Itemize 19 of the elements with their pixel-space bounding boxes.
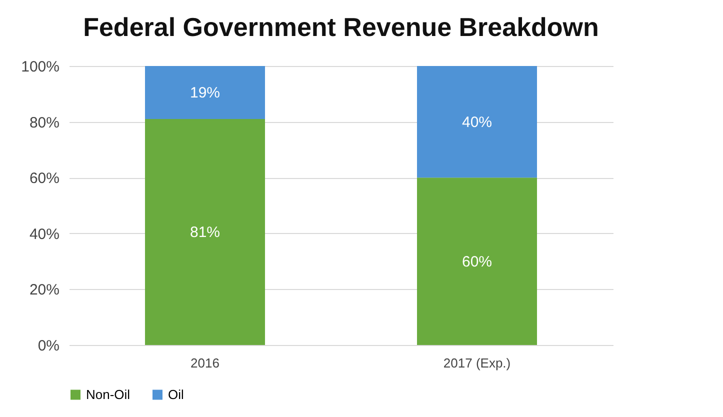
x-tick-label: 2016 <box>190 356 220 370</box>
data-label: 60% <box>462 253 492 270</box>
data-label: 19% <box>190 84 220 102</box>
bar <box>145 66 265 120</box>
legend-label: Oil <box>168 386 184 402</box>
data-label: 40% <box>462 114 492 131</box>
chart-title: Federal Government Revenue Breakdown <box>83 12 599 42</box>
bar <box>417 178 537 345</box>
bar <box>145 119 265 345</box>
legend-label: Non-Oil <box>86 386 130 402</box>
y-tick-label: 60% <box>29 170 60 188</box>
x-tick-label: 2017 (Exp.) <box>443 356 511 370</box>
y-tick-label: 20% <box>29 282 60 299</box>
bar <box>417 66 537 178</box>
data-label: 81% <box>190 224 220 242</box>
y-tick-label: 100% <box>21 58 60 76</box>
y-tick-label: 40% <box>29 226 60 243</box>
y-tick-label: 0% <box>38 338 60 354</box>
y-tick-label: 80% <box>29 114 60 132</box>
